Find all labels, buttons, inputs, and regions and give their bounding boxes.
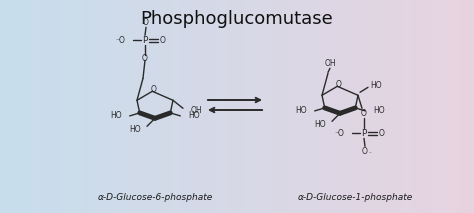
Text: α-D-Glucose-6-phosphate: α-D-Glucose-6-phosphate xyxy=(97,193,213,201)
Text: HO: HO xyxy=(188,111,200,120)
Text: α-D-Glucose-1-phosphate: α-D-Glucose-1-phosphate xyxy=(297,193,413,201)
Text: OH: OH xyxy=(191,106,202,115)
Text: HO: HO xyxy=(295,106,307,115)
Text: O: O xyxy=(362,147,368,156)
Text: HO: HO xyxy=(110,111,122,120)
Text: P: P xyxy=(361,129,367,138)
Text: O: O xyxy=(143,18,149,27)
Text: ⁻O: ⁻O xyxy=(115,36,125,45)
Text: OH: OH xyxy=(324,59,336,68)
Text: HO: HO xyxy=(370,81,382,90)
Text: HO: HO xyxy=(374,106,385,115)
Text: O: O xyxy=(160,36,166,45)
Text: P: P xyxy=(142,36,148,45)
Text: O: O xyxy=(142,54,148,63)
Text: Phosphoglucomutase: Phosphoglucomutase xyxy=(141,10,333,28)
Text: ⁻: ⁻ xyxy=(150,15,153,20)
Text: O: O xyxy=(361,109,367,118)
Text: O: O xyxy=(336,80,341,89)
Text: O: O xyxy=(379,129,385,138)
Text: ⁻O: ⁻O xyxy=(334,129,344,138)
Text: O: O xyxy=(150,85,156,94)
Text: HO: HO xyxy=(314,120,326,129)
Text: ⁻: ⁻ xyxy=(369,153,372,158)
Text: HO: HO xyxy=(129,125,141,134)
